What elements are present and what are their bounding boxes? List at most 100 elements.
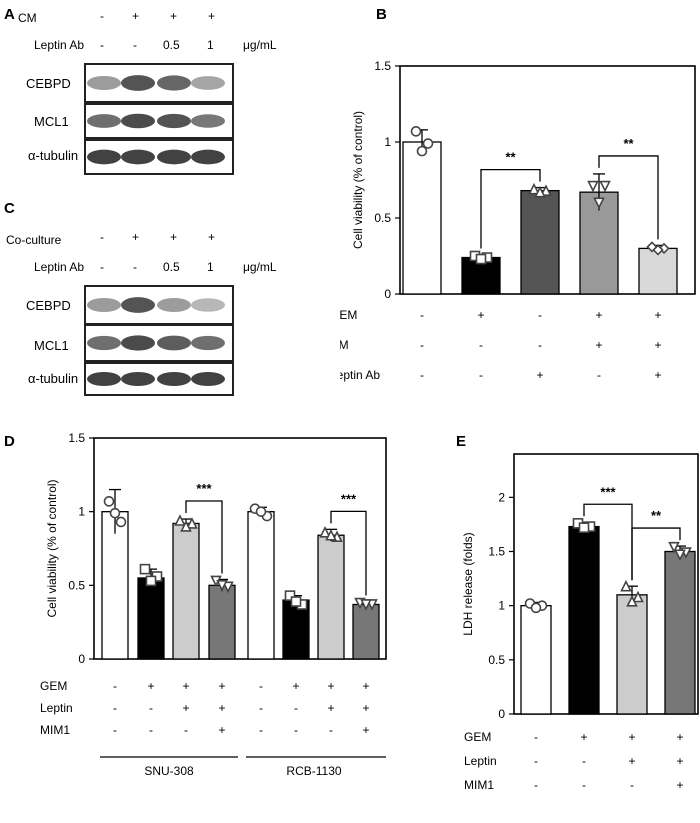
- significance-bracket: [185, 500, 223, 574]
- blot-band: [157, 372, 191, 386]
- panel-c-blot-mcl1-label: MCL1: [34, 338, 69, 353]
- condition-sign: +: [218, 679, 225, 693]
- panel-c-row-leptin-label: Leptin Ab: [34, 260, 85, 274]
- panel-b-label: B: [376, 6, 387, 23]
- panel-a-unit: μg/mL: [243, 38, 277, 52]
- significance-label: **: [651, 508, 662, 523]
- condition-sign: -: [294, 701, 298, 715]
- data-point: [632, 590, 644, 603]
- condition-row-label: MIM1: [40, 723, 70, 737]
- blot-band: [157, 113, 191, 129]
- blot-band: [121, 113, 155, 129]
- condition-sign: -: [534, 754, 538, 768]
- data-point: [186, 517, 198, 529]
- condition-sign: +: [182, 701, 189, 715]
- condition-sign: +: [182, 679, 189, 693]
- data-point: [540, 184, 552, 196]
- data-point: [652, 244, 664, 256]
- blot-band: [87, 297, 121, 313]
- y-tick-label: 0.5: [68, 578, 85, 592]
- panel-c-lab-2: -: [133, 260, 137, 274]
- panel-a-blot-cebpd: [84, 63, 234, 103]
- panel-a-cm-3: +: [170, 9, 178, 23]
- condition-sign: -: [582, 754, 586, 768]
- data-point: [319, 526, 331, 538]
- condition-sign: -: [420, 368, 424, 382]
- blot-band: [157, 297, 191, 313]
- bar: [638, 247, 678, 295]
- panel-c-blot-cebpd: [84, 285, 234, 325]
- panel-c-row-coculture-label: Co-culture: [6, 233, 62, 247]
- bar: [664, 550, 696, 715]
- y-tick-label: 1: [498, 599, 505, 613]
- panel-c-cc-4: +: [208, 230, 216, 244]
- condition-row-label: MIM1: [464, 778, 494, 792]
- y-tick-label: 0: [498, 707, 505, 721]
- panel-e-label: E: [456, 433, 467, 450]
- data-point: [145, 575, 157, 587]
- condition-row-label: Leptin: [40, 701, 73, 715]
- condition-sign: +: [362, 701, 369, 715]
- panel-a-label: A: [4, 6, 15, 23]
- bar: [172, 522, 200, 660]
- blot-band: [191, 149, 225, 165]
- condition-sign: -: [329, 723, 333, 737]
- y-tick-label: 1: [78, 505, 85, 519]
- panel-c-blot-tubulin: [84, 362, 234, 396]
- data-point: [587, 180, 599, 193]
- y-axis-label: Cell viability (% of control): [45, 479, 59, 617]
- bar: [208, 584, 236, 660]
- data-point: [530, 602, 542, 614]
- y-tick-label: 1.5: [68, 431, 85, 445]
- data-point: [416, 145, 428, 157]
- panel-c-cc-1: -: [100, 230, 104, 244]
- blot-band: [191, 298, 225, 312]
- condition-sign: -: [479, 338, 483, 352]
- bar: [352, 603, 380, 660]
- blot-band: [87, 114, 121, 128]
- panel-c-lab-1: -: [100, 260, 104, 274]
- condition-sign: +: [628, 754, 635, 768]
- blot-band: [121, 75, 155, 91]
- significance-bracket: [598, 155, 659, 240]
- significance-label: ***: [196, 481, 212, 496]
- data-point: [174, 514, 186, 526]
- condition-sign: -: [597, 368, 601, 382]
- panel-c-blot-tubulin-label: α-tubulin: [28, 371, 79, 386]
- data-point: [216, 580, 228, 592]
- condition-sign: +: [362, 723, 369, 737]
- condition-row-label: GEM: [464, 730, 491, 744]
- condition-sign: -: [538, 308, 542, 322]
- condition-sign: -: [149, 723, 153, 737]
- panel-d-chart: 0 0.5 1 1.5 Cell viability (% of control) ***…: [40, 431, 387, 778]
- condition-sign: +: [676, 754, 683, 768]
- condition-row-label: Leptin Ab: [340, 368, 380, 382]
- blot-band: [191, 372, 225, 386]
- panel-c-blot-cebpd-label: CEBPD: [26, 298, 71, 313]
- condition-sign: -: [294, 723, 298, 737]
- panel-a-lab-4: 1: [207, 38, 214, 52]
- panel-c-cc-2: +: [132, 230, 140, 244]
- significance-label: ***: [600, 484, 616, 499]
- condition-sign: -: [113, 723, 117, 737]
- significance-bracket: [480, 168, 541, 249]
- data-point: [115, 516, 127, 528]
- plot-frame: [93, 437, 387, 660]
- data-point: [578, 522, 590, 533]
- panel-c-lab-4: 1: [207, 260, 214, 274]
- condition-sign: -: [113, 679, 117, 693]
- y-tick-label: 0: [384, 287, 391, 301]
- bar: [520, 605, 552, 715]
- condition-sign: +: [595, 338, 602, 352]
- data-point: [284, 590, 296, 601]
- y-tick-label: 2: [498, 490, 505, 504]
- condition-sign: +: [536, 368, 543, 382]
- bar: [317, 534, 345, 660]
- data-point: [528, 182, 540, 195]
- significance-label: **: [505, 150, 516, 165]
- y-tick-label: 1.5: [374, 59, 391, 73]
- condition-sign: -: [184, 723, 188, 737]
- condition-sign: -: [534, 730, 538, 744]
- condition-sign: -: [259, 679, 263, 693]
- bar: [282, 599, 310, 660]
